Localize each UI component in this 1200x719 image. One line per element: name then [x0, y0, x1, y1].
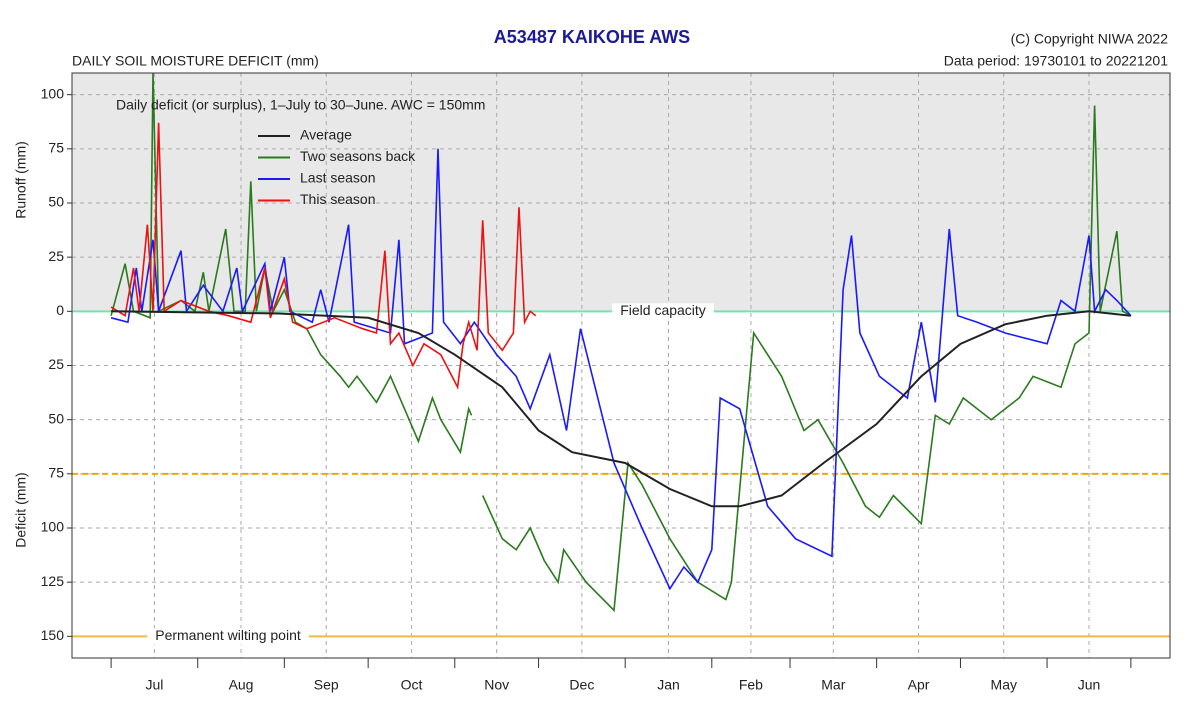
y-tick-label: 50	[48, 194, 64, 210]
y-tick-label: 125	[41, 573, 65, 589]
series-line	[110, 148, 1132, 591]
y-tick-label: 25	[48, 248, 64, 264]
reference-label: Field capacity	[620, 302, 706, 318]
y-axis-label: Deficit (mm)	[13, 472, 29, 547]
label-background	[147, 628, 309, 645]
x-tick-label: Apr	[908, 677, 930, 693]
x-tick-label: Nov	[484, 677, 509, 693]
x-tick-label: Jan	[657, 677, 680, 693]
data-period: Data period: 19730101 to 20221201	[944, 53, 1168, 69]
x-tick-label: Feb	[739, 677, 763, 693]
y-tick-label: 100	[41, 85, 65, 101]
y-tick-label: 100	[41, 519, 65, 535]
x-tick-label: May	[991, 677, 1017, 693]
copyright: (C) Copyright NIWA 2022	[1011, 31, 1169, 47]
reference-label: Permanent wilting point	[155, 627, 301, 643]
legend-label: Last season	[300, 170, 376, 186]
y-tick-label: 50	[48, 410, 64, 426]
x-tick-label: Aug	[229, 677, 254, 693]
x-tick-label: Jul	[145, 677, 163, 693]
plot-frame	[71, 72, 1171, 659]
x-tick-label: Dec	[569, 677, 594, 693]
x-tick-label: Mar	[821, 677, 845, 693]
x-tick-label: Jun	[1078, 677, 1101, 693]
x-tick-label: Oct	[401, 677, 423, 693]
series-line	[111, 310, 1132, 508]
label-background	[612, 303, 714, 320]
legend-label: This season	[300, 191, 375, 207]
chart-subtitle: DAILY SOIL MOISTURE DEFICIT (mm)	[72, 53, 319, 69]
annotation: Daily deficit (or surplus), 1–July to 30…	[116, 97, 485, 113]
series-line	[110, 122, 537, 390]
y-tick-label: 150	[41, 627, 65, 643]
y-tick-label: 75	[48, 465, 64, 481]
chart-title: A53487 KAIKOHE AWS	[494, 27, 690, 47]
y-tick-label: 0	[56, 302, 64, 318]
y-axis-label: Runoff (mm)	[13, 141, 29, 219]
y-tick-label: 25	[48, 356, 64, 372]
legend-label: Average	[300, 127, 352, 143]
legend-label: Two seasons back	[300, 148, 416, 164]
x-tick-label: Sep	[314, 677, 339, 693]
y-tick-label: 75	[48, 140, 64, 156]
